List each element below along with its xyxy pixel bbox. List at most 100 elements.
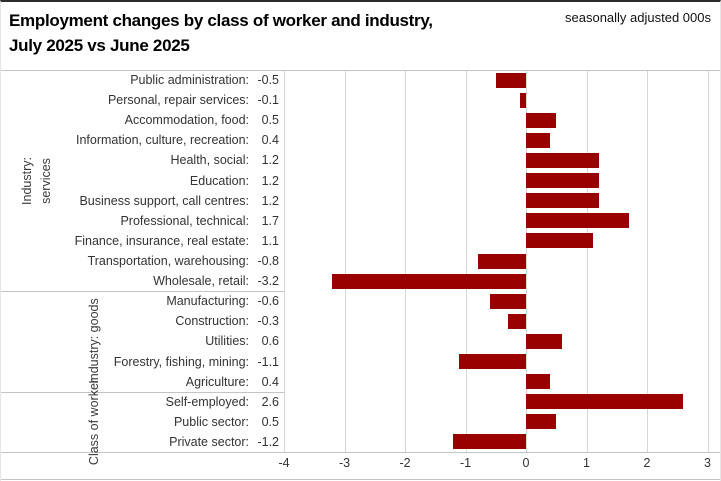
category-row-label: Business support, call centres: 1.2	[1, 193, 279, 209]
category-label: Forestry, fishing, mining:	[113, 354, 249, 369]
x-tick-label: -4	[278, 456, 290, 470]
gridline	[465, 70, 467, 452]
category-label: Accommodation, food:	[124, 113, 249, 128]
category-value: 0.4	[261, 374, 279, 389]
bar	[526, 394, 684, 410]
x-tick-label: -3	[338, 456, 351, 470]
bar	[519, 92, 526, 108]
bar	[526, 112, 557, 128]
category-label: Public sector:	[173, 414, 249, 429]
bar	[526, 333, 563, 349]
category-value: 0.5	[261, 414, 279, 429]
bar	[495, 72, 526, 88]
category-label: Agriculture:	[185, 374, 249, 389]
bar	[526, 233, 593, 249]
category-label: Health, social:	[170, 153, 249, 168]
category-label: Business support, call centres:	[79, 193, 249, 208]
category-value: 0.4	[261, 133, 279, 148]
chart-title-line1: Employment changes by class of worker an…	[9, 11, 433, 30]
category-label: Public administration:	[130, 73, 249, 88]
bar	[507, 313, 526, 329]
category-value: -0.3	[257, 314, 279, 329]
category-label: Education:	[189, 173, 249, 188]
category-value: -0.1	[257, 93, 279, 108]
category-row-label: Construction: -0.3	[1, 313, 279, 329]
category-value: 1.2	[261, 193, 279, 208]
chart-title-line2: July 2025 vs June 2025	[9, 36, 190, 55]
category-row-label: Public administration: -0.5	[1, 72, 279, 88]
header-rule	[1, 70, 720, 71]
group-divider	[1, 391, 284, 393]
units-note: seasonally adjusted 000s	[565, 10, 711, 25]
bar	[526, 213, 629, 229]
gridline	[344, 70, 346, 452]
category-value: 1.2	[261, 173, 279, 188]
category-value: 1.2	[261, 153, 279, 168]
category-label: Construction:	[175, 314, 249, 329]
category-value: 1.1	[261, 233, 279, 248]
chart-title: Employment changes by class of worker an…	[9, 8, 433, 58]
category-label: Information, culture, recreation:	[76, 133, 249, 148]
bar	[526, 374, 551, 390]
category-value: -0.8	[257, 254, 279, 268]
category-value: -1.2	[257, 434, 279, 449]
bar	[526, 193, 599, 209]
bottom-rule	[1, 479, 720, 480]
axis-baseline	[1, 452, 720, 453]
category-label: Wholesale, retail:	[153, 274, 249, 289]
bar	[477, 253, 526, 269]
category-label: Finance, insurance, real estate:	[74, 233, 249, 248]
category-label: Utilities:	[205, 334, 249, 349]
category-row-label: Education: 1.2	[1, 173, 279, 189]
bar	[332, 273, 526, 289]
category-row-label: Finance, insurance, real estate: 1.1	[1, 233, 279, 249]
category-row-label: Manufacturing: -0.6	[1, 293, 279, 309]
bar	[526, 173, 599, 189]
bar	[453, 434, 526, 450]
x-tick-label: 2	[643, 456, 651, 470]
category-value: -0.5	[257, 73, 279, 88]
category-label: Transportation, warehousing:	[87, 254, 249, 268]
group-label-class-of-worker: Class of worker	[87, 378, 101, 465]
x-tick-label: 0	[522, 456, 530, 470]
category-row-label: Transportation, warehousing: -0.8	[1, 253, 279, 269]
x-tick-label: -2	[399, 456, 411, 470]
gridline	[707, 70, 709, 452]
category-row-label: Private sector: -1.2	[1, 434, 279, 450]
category-label: Self-employed:	[165, 394, 249, 409]
group-label-industry-services: Industry: services	[20, 156, 53, 205]
category-label: Private sector:	[169, 434, 249, 449]
category-row-label: Health, social: 1.2	[1, 152, 279, 168]
category-row-label: Accommodation, food: 0.5	[1, 112, 279, 128]
bar	[526, 132, 551, 148]
category-value: -1.1	[257, 354, 279, 369]
category-row-label: Self-employed: 2.6	[1, 394, 279, 410]
category-row-label: Forestry, fishing, mining: -1.1	[1, 354, 279, 370]
group-label-industry-goods: Industry: goods	[87, 298, 101, 385]
gridline	[405, 70, 406, 452]
category-row-label: Public sector: 0.5	[1, 414, 279, 430]
bar	[526, 414, 557, 430]
category-value: 2.6	[261, 394, 279, 409]
x-tick-label: 1	[583, 456, 590, 470]
gridline	[586, 70, 588, 452]
bar	[489, 293, 526, 309]
group-divider	[1, 291, 284, 293]
gridline	[647, 70, 648, 452]
x-tick-label: -1	[459, 456, 472, 470]
bar	[526, 152, 599, 168]
x-tick-label: 3	[704, 456, 711, 470]
category-label: Professional, technical:	[120, 213, 249, 228]
category-value: 0.6	[261, 334, 279, 349]
category-value: 1.7	[261, 213, 279, 228]
category-row-label: Agriculture: 0.4	[1, 374, 279, 390]
category-label: Manufacturing:	[166, 294, 249, 309]
category-value: -3.2	[257, 274, 279, 289]
category-row-label: Utilities: 0.6	[1, 333, 279, 349]
category-value: 0.5	[261, 113, 279, 128]
gridline	[284, 70, 285, 452]
category-label: Personal, repair services:	[107, 93, 249, 108]
category-row-label: Wholesale, retail: -3.2	[1, 273, 279, 289]
bar	[459, 354, 526, 370]
